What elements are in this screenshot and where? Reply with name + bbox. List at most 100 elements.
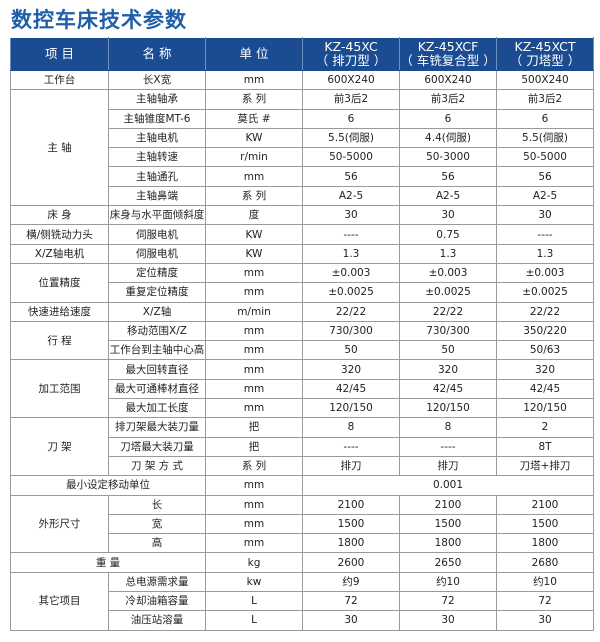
item-value-model-2: 2650 (399, 552, 497, 573)
header-model-2: KZ-45XCF （ 车铣复合型 ） (399, 37, 497, 71)
header-name: 名 称 (108, 37, 206, 71)
group-label: 最小设定移动单位 (10, 475, 206, 496)
item-value-model-3: ---- (496, 224, 594, 245)
item-unit: mm (205, 533, 303, 554)
item-value-model-2: 2100 (399, 494, 497, 515)
item-value-model-3: 42/45 (496, 378, 594, 400)
item-value-model-3: 约10 (496, 571, 594, 593)
item-value-model-1: 2600 (302, 552, 400, 573)
item-unit: r/min (205, 147, 303, 168)
group-label: 床 身 (10, 205, 109, 226)
table-row: 宽 mm 1500 1500 1500 (11, 513, 594, 535)
item-name: 主轴通孔 (108, 166, 206, 187)
item-unit: mm (205, 340, 303, 361)
item-unit: mm (205, 166, 303, 187)
item-name: 主轴鼻端 (108, 185, 206, 207)
model-name: KZ-45XCT (514, 39, 576, 54)
item-value-model-1: ±0.0025 (302, 282, 400, 303)
item-name: 主轴轴承 (108, 89, 206, 110)
group-label: X/Z轴电机 (10, 243, 109, 264)
item-value-model-1: 排刀 (302, 455, 400, 477)
table-row: 快速进给速度 X/Z轴 m/min 22/22 22/22 22/22 (10, 301, 594, 322)
item-value-model-3: 刀塔+排刀 (496, 455, 594, 477)
header-row: 项 目 名 称 单 位 KZ-45XC （ 排刀型 ） KZ-45XCF （ 车铣复… (10, 37, 594, 71)
item-value-model-2: 50 (399, 340, 497, 361)
table-row: X/Z轴电机 伺服电机 KW 1.3 1.3 1.3 (10, 243, 594, 264)
item-value-model-1: ---- (302, 224, 400, 245)
item-value-model-3: ±0.003 (496, 262, 594, 284)
item-value-model-1: 前3后2 (302, 89, 400, 110)
item-value-model-1: 1.3 (302, 243, 400, 264)
item-value-model-3: 72 (496, 591, 594, 612)
group-label: 横/侧铣动力头 (10, 224, 109, 245)
item-value-model-3: 22/22 (496, 301, 594, 322)
item-name: 定位精度 (108, 262, 206, 284)
group-label: 外形尺寸 (10, 494, 109, 554)
item-unit: mm (205, 398, 303, 419)
item-value-model-2: 1500 (399, 513, 497, 535)
item-value-model-2: 600X240 (399, 69, 497, 91)
item-value-model-2: 56 (399, 166, 497, 187)
table-row: 行 程移动范围X/Z mm 730/300 730/300 350/220 (10, 320, 594, 361)
item-value-model-3: 6 (496, 108, 594, 129)
item-name: 主轴转速 (108, 147, 206, 168)
table-row: 其它项目 总电源需求量 kw 约9 约10 约10 (10, 571, 594, 631)
item-value-model-1: 1800 (302, 533, 400, 554)
table-row: 刀 架排刀架最大装刀量把 8 8 2 (10, 417, 594, 477)
group-label: 重 量 (10, 552, 206, 573)
item-unit: mm (205, 262, 303, 284)
header-model-1: KZ-45XC （ 排刀型 ） (302, 37, 400, 71)
item-value-model-3: 500X240 (496, 69, 594, 91)
item-value-model-1: 约9 (302, 571, 400, 593)
table-row: 主 轴主轴轴承系 列前3后2 前3后2 前3后2 (10, 89, 594, 207)
item-value-model-1: 42/45 (302, 378, 400, 400)
item-value-model-2: 30 (399, 610, 497, 631)
item-value-model-1: 6 (302, 108, 400, 129)
item-value-model-1: ---- (302, 436, 400, 457)
model-type: （ 排刀型 ） (315, 53, 387, 68)
item-unit: L (205, 591, 303, 612)
item-unit: mm (205, 282, 303, 303)
item-unit: mm (205, 320, 303, 342)
item-name: 总电源需求量 (108, 571, 206, 593)
item-value-model-1: 2100 (302, 494, 400, 515)
item-value-model-1: 730/300 (302, 320, 400, 342)
item-value-model-3: 2100 (496, 494, 594, 515)
spec-table-body: 工作台 长X宽 mm 600X240 600X240 500X240 主 轴主轴轴承系 列前… (10, 69, 594, 631)
item-value-model-2: 72 (399, 591, 497, 612)
item-value-model-2: 6 (399, 108, 497, 129)
item-unit: mm (205, 359, 303, 380)
table-row: 最大可通棒材直径 mm 42/45 42/45 42/45 (11, 378, 594, 400)
item-value-model-1: 22/22 (302, 301, 400, 322)
table-row: 刀 架 方 式系 列排刀 排刀 刀塔+排刀 (11, 455, 594, 477)
item-unit: 系 列 (205, 89, 303, 110)
item-value-model-1: 30 (302, 610, 400, 631)
item-unit: 系 列 (205, 185, 303, 207)
item-value-model-2: 22/22 (399, 301, 497, 322)
item-name: 最大回转直径 (108, 359, 206, 380)
item-unit: mm (205, 475, 303, 496)
header-unit: 单 位 (205, 37, 303, 71)
item-value-model-3: 30 (496, 610, 594, 631)
model-type: （ 车铣复合型 ） (400, 53, 496, 68)
spec-table: 项 目 名 称 单 位 KZ-45XC （ 排刀型 ） KZ-45XCF （ 车铣复… (10, 37, 594, 631)
item-value-model-2: 120/150 (399, 398, 497, 419)
table-row: 油压站溶量 L 30 30 30 (11, 610, 594, 631)
item-value-model-2: 约10 (399, 571, 497, 593)
item-name: 最大可通棒材直径 (108, 378, 206, 400)
item-value-model-3: 前3后2 (496, 89, 594, 110)
model-name: KZ-45XC (324, 39, 378, 54)
item-name: 伺服电机 (108, 224, 206, 245)
item-unit: mm (205, 69, 303, 91)
item-name: 床身与水平面倾斜度 (108, 205, 206, 226)
item-name: 长 (108, 494, 206, 515)
item-value-model-3: 2 (496, 417, 594, 438)
group-label: 位置精度 (10, 262, 109, 303)
item-value-model-3: 120/150 (496, 398, 594, 419)
item-value-model-2: 1.3 (399, 243, 497, 264)
model-type: （ 刀塔型 ） (509, 53, 581, 68)
item-value-model-1: ±0.003 (302, 262, 400, 284)
item-value-model-3: 56 (496, 166, 594, 187)
item-value-model-2: 排刀 (399, 455, 497, 477)
item-name: 刀 架 方 式 (108, 455, 206, 477)
